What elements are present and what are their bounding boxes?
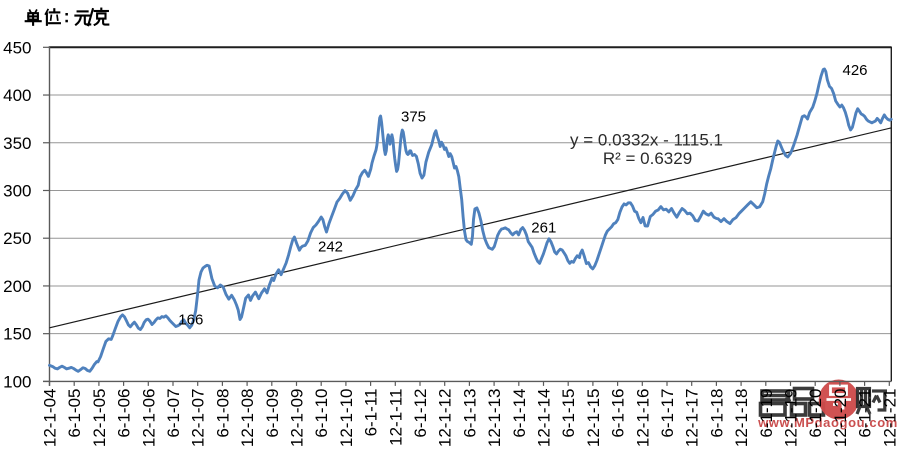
svg-text:12-1-08: 12-1-08 [238, 389, 257, 448]
svg-text:6-1-14: 6-1-14 [510, 389, 529, 438]
svg-text:R² = 0.6329: R² = 0.6329 [603, 149, 692, 168]
svg-text:6-1-15: 6-1-15 [559, 389, 578, 438]
svg-text:12-1-12: 12-1-12 [436, 389, 455, 448]
svg-text:426: 426 [842, 62, 867, 79]
svg-text:6-1-13: 6-1-13 [460, 389, 479, 438]
svg-text:www.MPdaogou.com: www.MPdaogou.com [757, 415, 898, 430]
svg-text:12-1-20: 12-1-20 [831, 389, 850, 448]
svg-text:6-1-21: 6-1-21 [856, 389, 875, 438]
svg-text:12-1-11: 12-1-11 [386, 389, 405, 446]
svg-text:12-1-10: 12-1-10 [337, 389, 356, 448]
svg-text:12-1-17: 12-1-17 [683, 389, 702, 448]
svg-text:242: 242 [318, 239, 343, 256]
svg-text:6-1-12: 6-1-12 [411, 389, 430, 438]
svg-text:12-1-21: 12-1-21 [880, 389, 899, 448]
svg-text:6-1-11: 6-1-11 [362, 389, 381, 437]
svg-text:6-1-17: 6-1-17 [658, 389, 677, 438]
svg-text:261: 261 [531, 219, 556, 236]
svg-text:12-1-06: 12-1-06 [139, 389, 158, 448]
svg-text:6-1-18: 6-1-18 [707, 389, 726, 438]
svg-text:6-1-09: 6-1-09 [263, 389, 282, 438]
svg-text:6-1-06: 6-1-06 [115, 389, 134, 438]
svg-text:200: 200 [3, 277, 31, 296]
svg-text:12-1-15: 12-1-15 [584, 389, 603, 448]
svg-text:400: 400 [3, 86, 31, 105]
svg-text:6-1-19: 6-1-19 [757, 389, 776, 438]
svg-text:12-1-18: 12-1-18 [732, 389, 751, 448]
svg-text:6-1-08: 6-1-08 [213, 389, 232, 438]
svg-text:12-1-14: 12-1-14 [535, 389, 554, 448]
svg-text:6-1-20: 6-1-20 [806, 389, 825, 438]
svg-text:300: 300 [3, 182, 31, 201]
svg-text:12-1-07: 12-1-07 [189, 389, 208, 448]
svg-text:100: 100 [3, 372, 31, 391]
svg-text:450: 450 [3, 38, 31, 57]
svg-text:12-1-16: 12-1-16 [633, 389, 652, 448]
svg-text:350: 350 [3, 134, 31, 153]
svg-text:375: 375 [401, 109, 426, 126]
svg-text:12-1-05: 12-1-05 [90, 389, 109, 448]
svg-text:12-1-13: 12-1-13 [485, 388, 504, 447]
svg-text:6-1-10: 6-1-10 [312, 389, 331, 438]
svg-text:150: 150 [3, 325, 31, 344]
svg-text:250: 250 [3, 229, 31, 248]
svg-text:6-1-07: 6-1-07 [164, 389, 183, 438]
svg-text:6-1-16: 6-1-16 [609, 389, 628, 438]
svg-text:12-1-09: 12-1-09 [288, 389, 307, 448]
svg-text:166: 166 [178, 312, 203, 329]
svg-text:y = 0.0332x - 1115.1: y = 0.0332x - 1115.1 [570, 131, 723, 150]
svg-text:12-1-04: 12-1-04 [41, 389, 60, 448]
svg-text:6-1-05: 6-1-05 [65, 389, 84, 438]
svg-text:12-1-19: 12-1-19 [782, 389, 801, 448]
